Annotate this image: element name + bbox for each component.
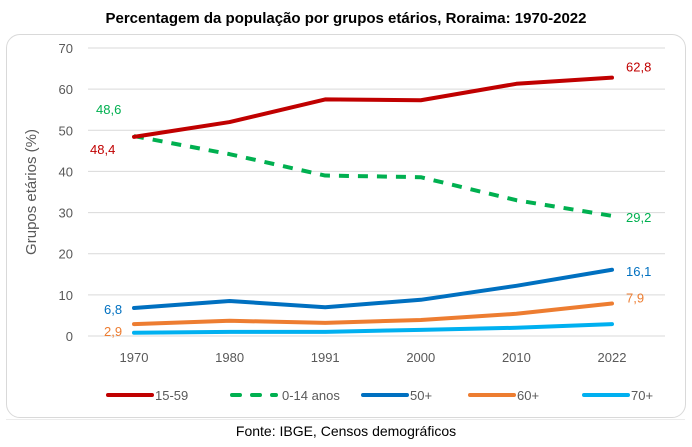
legend-label: 60+ xyxy=(517,388,539,403)
data-label: 6,8 xyxy=(104,302,122,317)
data-label: 62,8 xyxy=(626,60,651,75)
source-note: Fonte: IBGE, Censos demográficos xyxy=(235,423,457,439)
chart-title: Percentagem da população por grupos etár… xyxy=(105,10,587,27)
data-label: 48,4 xyxy=(90,142,115,157)
line-chart: 0 10 20 30 40 50 60 70 1970 1980 1991 2000 2010 2022 G… xyxy=(6,41,685,420)
data-label: 16,1 xyxy=(626,264,651,279)
legend-label: 15-59 xyxy=(155,388,188,403)
legend-label: 0-14 anos xyxy=(282,388,340,403)
y-tick-label: 60 xyxy=(59,82,73,97)
x-tick-label: 1970 xyxy=(120,350,149,365)
x-tick-label: 1991 xyxy=(311,350,340,365)
y-tick-label: 30 xyxy=(59,206,73,221)
y-tick-label: 40 xyxy=(59,164,73,179)
y-tick-label: 20 xyxy=(59,247,73,262)
series-line xyxy=(132,322,614,335)
series-line xyxy=(132,75,614,139)
x-tick-label: 1980 xyxy=(215,350,244,365)
y-tick-label: 0 xyxy=(66,329,73,344)
x-tick-label: 2000 xyxy=(406,350,435,365)
legend-label: 70+ xyxy=(631,388,653,403)
data-label: 29,2 xyxy=(626,210,651,225)
series-line xyxy=(132,267,614,311)
data-label: 7,9 xyxy=(626,290,644,305)
legend-label: 50+ xyxy=(410,388,432,403)
x-tick-label: 2022 xyxy=(598,350,627,365)
data-label: 2,9 xyxy=(104,324,122,339)
y-axis-label: Grupos etários (%) xyxy=(23,129,40,255)
series-line xyxy=(133,134,613,218)
x-tick-label: 2010 xyxy=(502,350,531,365)
series-line xyxy=(132,301,614,327)
y-tick-label: 50 xyxy=(59,123,73,138)
chart-frame xyxy=(6,34,686,418)
y-tick-label: 70 xyxy=(59,41,73,56)
y-tick-label: 10 xyxy=(59,288,73,303)
data-label: 48,6 xyxy=(96,102,121,117)
